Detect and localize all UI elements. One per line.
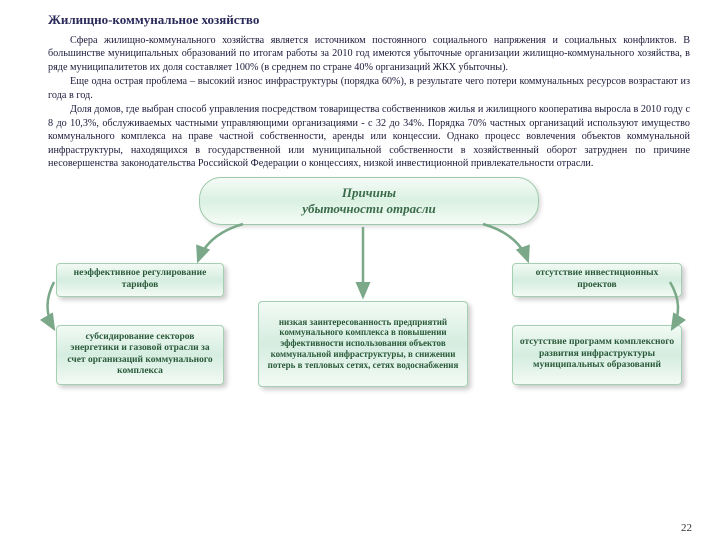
diagram-node-5-label: отсутствие программ комплексного развити… [519, 337, 675, 371]
diagram-node-4: отсутствие инвестиционных проектов [512, 263, 682, 297]
diagram-node-4-label: отсутствие инвестиционных проектов [519, 268, 675, 291]
diagram-node-1: неэффективное регулирование тарифов [56, 263, 224, 297]
diagram-node-2-label: субсидирование секторов энергетики и газ… [63, 332, 217, 378]
paragraph-1: Сфера жилищно-коммунального хозяйства яв… [48, 34, 690, 74]
diagram-node-5: отсутствие программ комплексного развити… [512, 325, 682, 385]
arrow-main-to-box3 [348, 225, 378, 303]
diagram-node-2: субсидирование секторов энергетики и газ… [56, 325, 224, 385]
diagram-node-3-label: низкая заинтересованность предприятий ко… [265, 317, 461, 371]
page-title: Жилищно-коммунальное хозяйство [48, 12, 690, 28]
paragraph-2: Еще одна острая проблема – высокий износ… [48, 75, 690, 102]
page-number: 22 [681, 522, 692, 534]
paragraph-3: Доля домов, где выбран способ управления… [48, 103, 690, 170]
diagram-main-node: Причиныубыточности отрасли [199, 177, 539, 225]
arrow-main-to-box1 [188, 219, 248, 269]
diagram-main-label: Причиныубыточности отрасли [302, 185, 436, 216]
diagram-node-3: низкая заинтересованность предприятий ко… [258, 301, 468, 387]
arrow-main-to-box4 [478, 219, 538, 269]
causes-diagram: Причиныубыточности отрасли неэффективное… [48, 177, 690, 407]
diagram-node-1-label: неэффективное регулирование тарифов [63, 268, 217, 291]
